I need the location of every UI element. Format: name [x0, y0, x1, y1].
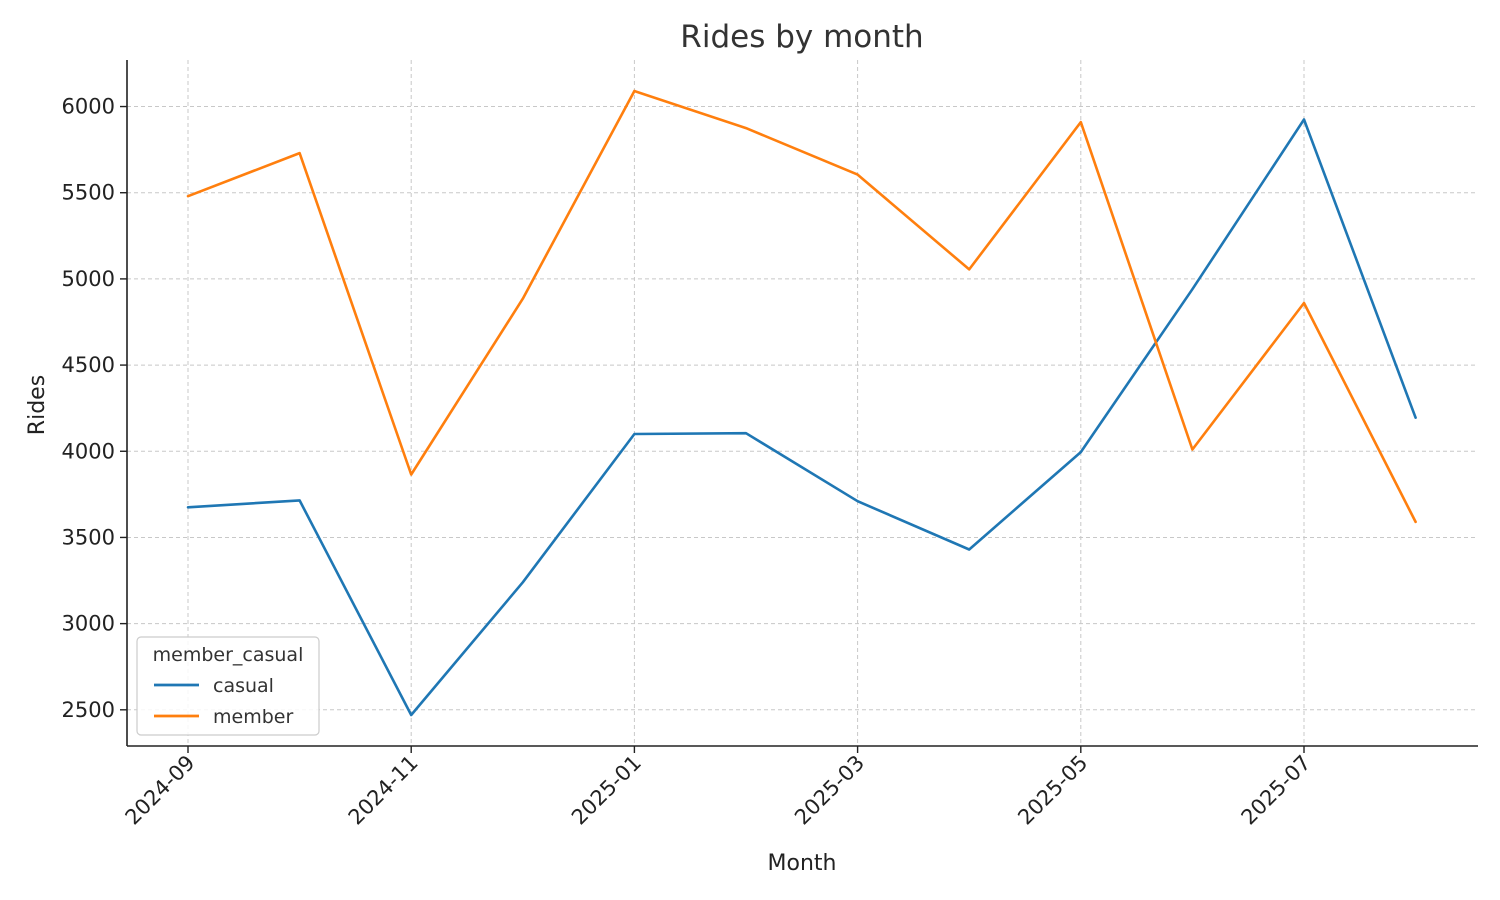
series-lines [186, 89, 1417, 717]
y-tick-label: 4000 [62, 439, 115, 463]
y-tick-label: 2500 [62, 698, 115, 722]
y-tick-label: 4500 [62, 353, 115, 377]
y-axis-label: Rides [25, 375, 50, 435]
legend: member_casual casual member [136, 636, 320, 736]
x-tick-label: 2025-07 [1237, 751, 1316, 830]
y-tick-label: 3500 [62, 525, 115, 549]
x-tick-label: 2024-09 [121, 751, 200, 830]
x-axis-label: Month [768, 851, 837, 876]
legend-label-member: member [213, 706, 293, 728]
y-tick-label: 5000 [62, 267, 115, 291]
x-tick-label: 2025-01 [567, 751, 646, 830]
series-line-member [186, 89, 1417, 524]
legend-title: member_casual [153, 644, 304, 666]
y-tick-label: 3000 [62, 612, 115, 636]
legend-label-casual: casual [213, 675, 274, 697]
y-tick-label: 6000 [62, 95, 115, 119]
legend-box [136, 636, 320, 736]
grid [127, 60, 1478, 746]
x-tick-label: 2024-11 [344, 751, 423, 830]
chart-title: Rides by month [680, 19, 923, 55]
axes [126, 60, 1478, 747]
x-ticks: 2024-09 2024-11 2025-01 2025-03 2025-05 2025-… [121, 746, 1316, 830]
legend-items: casual member [154, 675, 293, 728]
y-tick-label: 5500 [62, 181, 115, 205]
x-tick-label: 2025-05 [1013, 751, 1092, 830]
y-ticks: 2500 3000 3500 4000 4500 5000 5500 6000 [62, 95, 127, 722]
x-tick-label: 2025-03 [790, 751, 869, 830]
series-line-casual [186, 118, 1417, 717]
